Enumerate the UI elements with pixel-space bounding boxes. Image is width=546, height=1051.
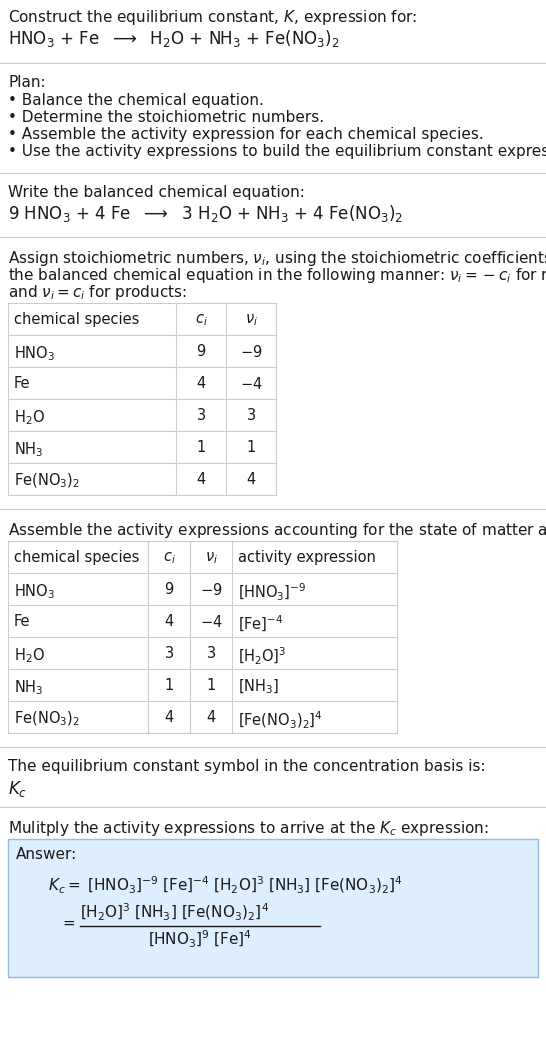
Text: • Balance the chemical equation.: • Balance the chemical equation. (8, 92, 264, 108)
Text: [Fe(NO$_3$)$_2$]$^4$: [Fe(NO$_3$)$_2$]$^4$ (238, 710, 323, 731)
Text: 1: 1 (246, 440, 256, 455)
Text: Fe: Fe (14, 614, 31, 628)
Text: 4: 4 (164, 614, 174, 628)
Text: H$_2$O: H$_2$O (14, 646, 45, 664)
Text: NH$_3$: NH$_3$ (14, 678, 43, 697)
Text: Assemble the activity expressions accounting for the state of matter and $\nu_i$: Assemble the activity expressions accoun… (8, 521, 546, 540)
Text: 9: 9 (164, 582, 174, 597)
FancyBboxPatch shape (8, 839, 538, 977)
Text: [HNO$_3$]$^{-9}$: [HNO$_3$]$^{-9}$ (238, 582, 306, 603)
Text: Plan:: Plan: (8, 75, 46, 90)
Text: 3: 3 (164, 646, 174, 661)
Text: $K_c = $ [HNO$_3$]$^{-9}$ [Fe]$^{-4}$ [H$_2$O]$^3$ [NH$_3$] [Fe(NO$_3$)$_2$]$^4$: $K_c = $ [HNO$_3$]$^{-9}$ [Fe]$^{-4}$ [H… (48, 875, 403, 897)
Text: $-4$: $-4$ (240, 376, 262, 392)
Text: [H$_2$O]$^3$: [H$_2$O]$^3$ (238, 646, 286, 667)
Text: H$_2$O: H$_2$O (14, 408, 45, 427)
Text: $=$: $=$ (60, 914, 76, 929)
Text: • Assemble the activity expression for each chemical species.: • Assemble the activity expression for e… (8, 127, 484, 142)
Text: $-4$: $-4$ (200, 614, 222, 630)
Text: 4: 4 (206, 710, 216, 725)
Text: HNO$_3$: HNO$_3$ (14, 582, 55, 601)
Text: 3: 3 (206, 646, 216, 661)
Text: Mulitply the activity expressions to arrive at the $K_c$ expression:: Mulitply the activity expressions to arr… (8, 819, 489, 838)
Text: • Use the activity expressions to build the equilibrium constant expression.: • Use the activity expressions to build … (8, 144, 546, 159)
Text: Write the balanced chemical equation:: Write the balanced chemical equation: (8, 185, 305, 200)
Text: NH$_3$: NH$_3$ (14, 440, 43, 458)
Text: $-9$: $-9$ (240, 344, 262, 360)
Text: 1: 1 (197, 440, 206, 455)
Text: 4: 4 (197, 376, 206, 391)
Text: HNO$_3$ + Fe  $\longrightarrow$  H$_2$O + NH$_3$ + Fe(NO$_3$)$_2$: HNO$_3$ + Fe $\longrightarrow$ H$_2$O + … (8, 28, 340, 49)
Text: 4: 4 (197, 472, 206, 487)
Text: [NH$_3$]: [NH$_3$] (238, 678, 279, 697)
Text: chemical species: chemical species (14, 550, 139, 565)
Text: [H$_2$O]$^3$ [NH$_3$] [Fe(NO$_3$)$_2$]$^4$: [H$_2$O]$^3$ [NH$_3$] [Fe(NO$_3$)$_2$]$^… (80, 902, 269, 923)
Text: Fe(NO$_3$)$_2$: Fe(NO$_3$)$_2$ (14, 710, 80, 728)
Text: $\nu_i$: $\nu_i$ (205, 550, 217, 565)
Text: $K_c$: $K_c$ (8, 779, 27, 799)
Text: $-9$: $-9$ (200, 582, 222, 598)
Text: [Fe]$^{-4}$: [Fe]$^{-4}$ (238, 614, 283, 634)
Text: 1: 1 (206, 678, 216, 693)
Text: $c_i$: $c_i$ (194, 312, 207, 328)
Text: [HNO$_3$]$^9$ [Fe]$^4$: [HNO$_3$]$^9$ [Fe]$^4$ (148, 929, 252, 950)
Text: and $\nu_i = c_i$ for products:: and $\nu_i = c_i$ for products: (8, 283, 187, 302)
Text: 3: 3 (246, 408, 256, 423)
Text: Answer:: Answer: (16, 847, 77, 862)
Text: 9 HNO$_3$ + 4 Fe  $\longrightarrow$  3 H$_2$O + NH$_3$ + 4 Fe(NO$_3$)$_2$: 9 HNO$_3$ + 4 Fe $\longrightarrow$ 3 H$_… (8, 203, 403, 224)
Text: Fe(NO$_3$)$_2$: Fe(NO$_3$)$_2$ (14, 472, 80, 491)
Text: the balanced chemical equation in the following manner: $\nu_i = -c_i$ for react: the balanced chemical equation in the fo… (8, 266, 546, 285)
Text: activity expression: activity expression (238, 550, 376, 565)
Text: $\nu_i$: $\nu_i$ (245, 312, 258, 328)
Text: The equilibrium constant symbol in the concentration basis is:: The equilibrium constant symbol in the c… (8, 759, 485, 774)
Text: HNO$_3$: HNO$_3$ (14, 344, 55, 363)
Text: • Determine the stoichiometric numbers.: • Determine the stoichiometric numbers. (8, 110, 324, 125)
Text: Fe: Fe (14, 376, 31, 391)
Text: Assign stoichiometric numbers, $\nu_i$, using the stoichiometric coefficients, $: Assign stoichiometric numbers, $\nu_i$, … (8, 249, 546, 268)
Text: 1: 1 (164, 678, 174, 693)
Text: 9: 9 (197, 344, 206, 359)
Text: chemical species: chemical species (14, 312, 139, 327)
Text: 4: 4 (164, 710, 174, 725)
Text: Construct the equilibrium constant, $K$, expression for:: Construct the equilibrium constant, $K$,… (8, 8, 417, 27)
Text: $c_i$: $c_i$ (163, 550, 175, 565)
Text: 4: 4 (246, 472, 256, 487)
Text: 3: 3 (197, 408, 205, 423)
